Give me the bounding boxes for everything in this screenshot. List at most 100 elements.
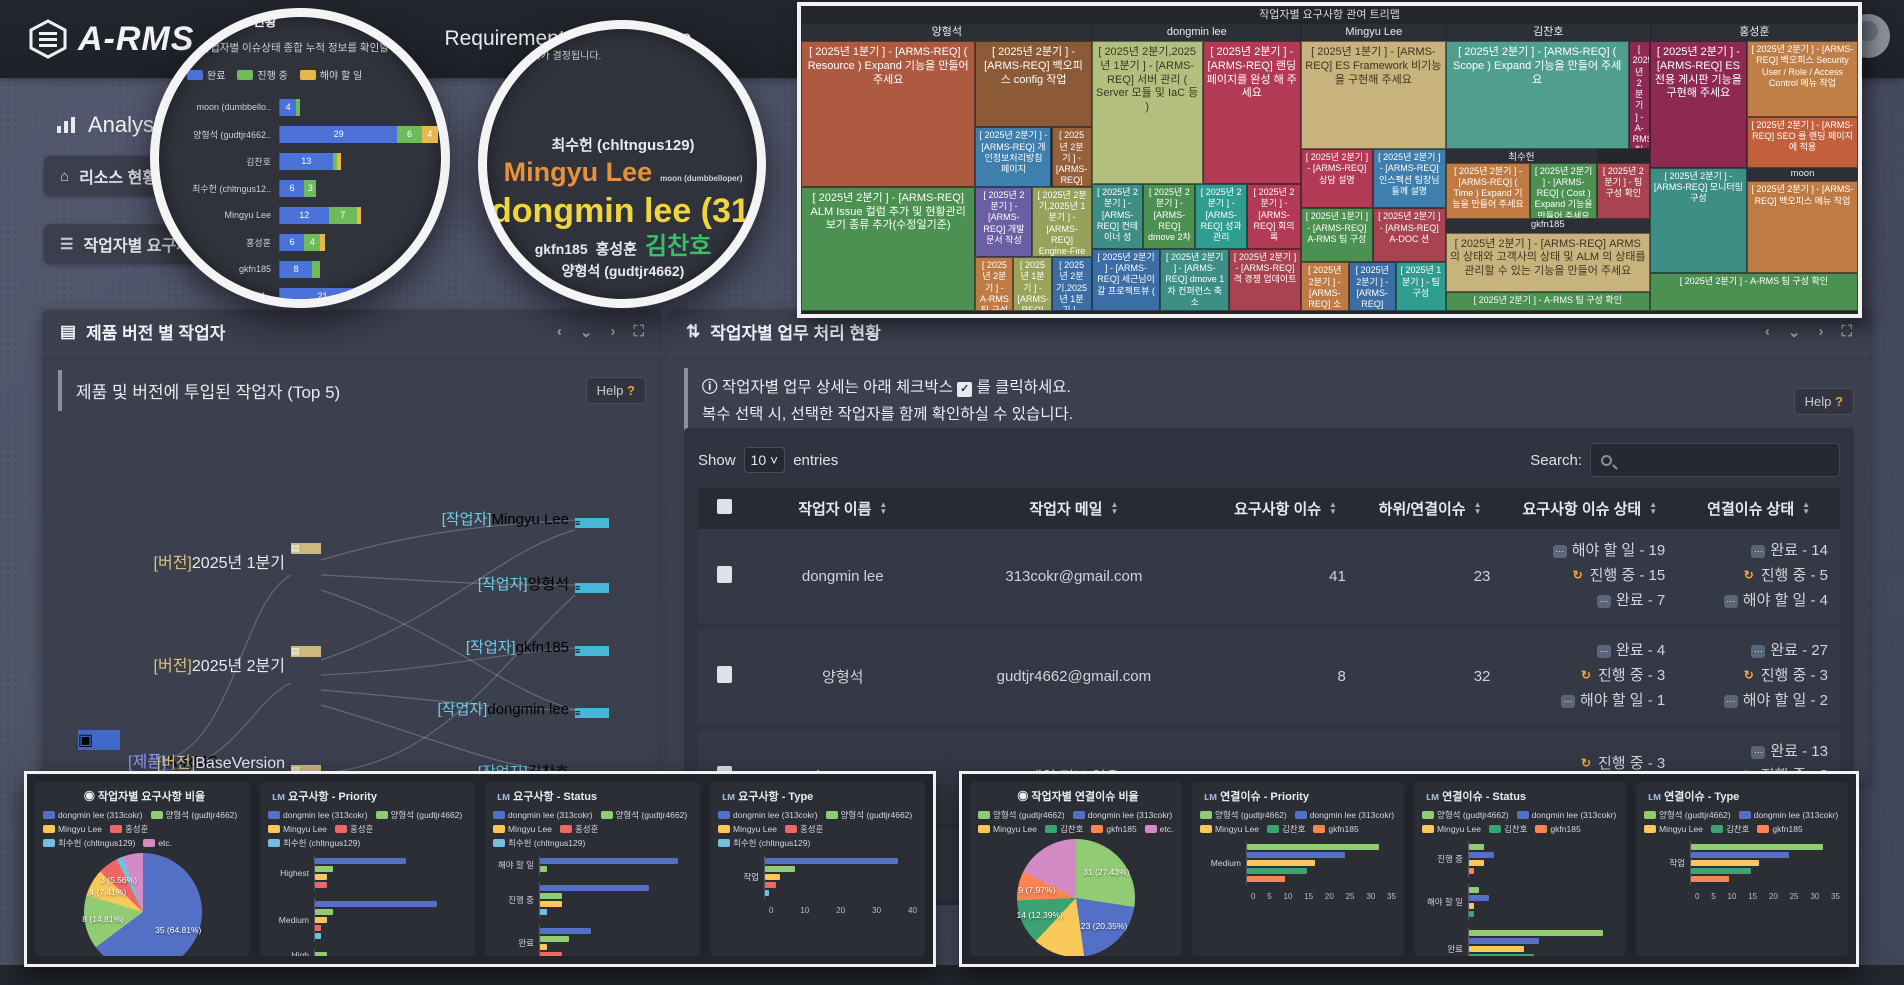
treemap-cell[interactable]: [ 2025년 2분기 ] - [ARMS-REQ] dmove 2차	[1143, 184, 1196, 249]
bar[interactable]	[1469, 887, 1479, 893]
bar[interactable]	[1691, 852, 1789, 858]
treemap-cell[interactable]: [ 2025년 2분기 ] - [ARMS-REQ] ( Time ) Expa…	[1445, 162, 1531, 220]
table-header-cell[interactable]: 요구사항 이슈 상태 ▲ ▼	[1502, 488, 1678, 529]
treemap-cell[interactable]: [ 2025년 2분기 ] - [ARMS-REQ] 소개서 업데	[1300, 262, 1349, 311]
bar[interactable]	[315, 909, 334, 915]
bar[interactable]	[1469, 868, 1474, 874]
bar-segment[interactable]: 3	[304, 179, 317, 197]
bar[interactable]	[540, 952, 562, 956]
treemap-cell[interactable]: [ 2025년 2분기 ] - [ARMS-REQ] ( Cost ) Expa…	[1530, 162, 1597, 220]
treemap-cell[interactable]: [ 2025년 2분기 ] - [ARMS-REQ] PPT 업데	[1348, 262, 1397, 311]
collapse-icon[interactable]: ⌄	[579, 323, 593, 341]
treemap-cell[interactable]: [ 2025년 2분기,2025년 1분기 ] - [ARMS-REQ] 데이	[1051, 257, 1092, 311]
fullscreen-icon[interactable]: ⛶	[1841, 322, 1852, 340]
wordcloud-word[interactable]: dongmin lee (313cokr)	[491, 191, 766, 230]
bar[interactable]	[315, 952, 328, 956]
fullscreen-icon[interactable]: ⛶	[633, 322, 644, 340]
version-node[interactable]: ▤	[291, 646, 321, 720]
treemap-cell[interactable]: [ 2025년 2분기 ] - [ARMS-REQ] ( Scope ) Exp…	[1445, 41, 1629, 149]
treemap-cell[interactable]: [ 2025년 2분기 ] - [ARMS-REQ] 격 경쟁 업데이트	[1229, 248, 1301, 311]
worker-name[interactable]: 양형석	[751, 626, 935, 727]
wordcloud-word[interactable]: 양형석 (gudtjr4662)	[561, 263, 685, 280]
wordcloud-word[interactable]: 김찬호	[645, 233, 712, 261]
bar[interactable]	[540, 866, 548, 872]
bar[interactable]	[1469, 930, 1604, 936]
bar-segment[interactable]: 7	[328, 206, 357, 224]
bar[interactable]	[765, 882, 777, 888]
bar[interactable]	[540, 893, 562, 899]
row-checkbox[interactable]	[717, 665, 733, 683]
bar[interactable]	[540, 928, 591, 934]
bar[interactable]	[540, 885, 649, 891]
bar-segment[interactable]: 29	[280, 125, 398, 143]
bar[interactable]	[1247, 844, 1379, 850]
wordcloud-word[interactable]: gkfn185	[534, 241, 588, 258]
row-checkbox[interactable]	[717, 565, 733, 583]
treemap-cell[interactable]: [ 2025년 2분기 ] - [ARMS-REQ] ALM Issue 컬럼 …	[801, 186, 976, 311]
version-node[interactable]: ▤	[291, 765, 321, 782]
wordcloud-word[interactable]: moon (dumbbelloper)	[660, 174, 743, 183]
treemap-cell[interactable]: [ 2025년 2분기 ] - [ARMS-REQ] 개인정보처리방침 페이지	[975, 127, 1052, 187]
bar[interactable]	[315, 866, 334, 872]
bar-segment[interactable]: 6	[280, 233, 305, 251]
treemap-cell[interactable]: [ 2025년 2분기 ] - A-RMS 팀 구 성	[1628, 41, 1650, 149]
bar[interactable]	[1691, 860, 1760, 866]
treemap-cell[interactable]: [ 2025년 2분기 ] - [ARMS-REQ] 백오피스 Security…	[1747, 41, 1858, 117]
bar[interactable]	[1691, 876, 1730, 882]
worker-node[interactable]: ≡	[575, 583, 609, 603]
bar[interactable]	[315, 874, 328, 880]
next-icon[interactable]: ›	[1818, 322, 1824, 340]
bar[interactable]	[540, 936, 569, 942]
bar[interactable]	[1247, 876, 1286, 882]
bar-segment[interactable]: 6	[280, 179, 305, 197]
bar[interactable]	[765, 866, 796, 872]
page-size-select[interactable]: 10 ˅	[743, 447, 786, 473]
treemap-cell[interactable]: [ 2025년 1분기 ] - [ARMS-REQ] ES Framework …	[1300, 41, 1446, 149]
table-header-cell[interactable]: 연결이슈 상태 ▲ ▼	[1677, 488, 1840, 529]
table-header-cell[interactable]: 작업자 메일 ▲ ▼	[934, 488, 1214, 529]
table-header-cell[interactable]: 하위/연결이슈 ▲ ▼	[1357, 488, 1503, 529]
bar[interactable]	[1469, 852, 1494, 858]
treemap-group-header[interactable]: Mingyu Lee	[1300, 24, 1446, 41]
bar[interactable]	[1469, 954, 1534, 956]
bar[interactable]	[1247, 860, 1316, 866]
collapse-icon[interactable]: ⌄	[1787, 323, 1801, 341]
bar[interactable]	[765, 890, 769, 896]
bar-segment[interactable]	[320, 233, 325, 251]
treemap-subgroup-header[interactable]: 최수헌	[1445, 149, 1597, 163]
bar-segment[interactable]: 21	[280, 287, 365, 299]
wordcloud-word[interactable]: 홍성훈	[595, 241, 638, 259]
app-logo[interactable]: A-RMS	[28, 19, 194, 59]
sort-icon[interactable]: ▲ ▼	[1649, 499, 1658, 516]
treemap-cell[interactable]: [ 2025년 1분기 ] - 팀 구성	[1396, 262, 1446, 311]
help-button[interactable]: Help ?	[1793, 387, 1854, 415]
treemap-cell[interactable]: [ 2025년 2분기 ] - [ARMS-REQ] 상담 설명	[1300, 149, 1373, 209]
bar-segment[interactable]	[296, 98, 301, 116]
bar[interactable]	[765, 874, 781, 880]
wordcloud-word[interactable]: Mingyu Lee	[503, 157, 653, 187]
treemap-cell[interactable]: [ 2025년 2분기 ] - A-RMS 팀 구성 확인	[975, 257, 1014, 311]
help-button[interactable]: Help ?	[585, 377, 646, 404]
bar[interactable]	[1469, 903, 1474, 909]
treemap-cell[interactable]: [ 2025년 2분기 ] - [ARMS-REQ] dmove 1차 컨퍼런스…	[1160, 248, 1230, 311]
bar[interactable]	[1691, 844, 1823, 850]
treemap-cell[interactable]: [ 2025년 2분기 ] - 팀 구성 확인	[1596, 162, 1650, 220]
bar-segment[interactable]: 4	[304, 233, 321, 251]
treemap-cell[interactable]: [ 2025년 2분기 ] - [ARMS-REQ] 모니터링 구성	[1649, 167, 1747, 274]
treemap-group-header[interactable]: 양형석	[801, 24, 1092, 41]
table-header-cell[interactable]: 작업자 이름 ▲ ▼	[751, 488, 935, 529]
bar[interactable]	[1247, 868, 1307, 874]
worker-node[interactable]: ≡	[575, 518, 609, 538]
treemap-cell[interactable]: [ 2025년 2분기 ] - A-RMS 팀 구성 확인	[1649, 273, 1858, 311]
sort-icon[interactable]: ▲ ▼	[1802, 499, 1811, 516]
bar-segment[interactable]: 12	[280, 206, 329, 224]
treemap-subgroup-header[interactable]: gkfn185	[1445, 219, 1650, 233]
bar[interactable]	[1469, 844, 1484, 850]
bar[interactable]	[315, 933, 322, 939]
bar-segment[interactable]	[356, 206, 361, 224]
prev-icon[interactable]: ‹	[556, 322, 562, 340]
bar[interactable]	[1469, 895, 1489, 901]
sort-icon[interactable]: ▲ ▼	[1473, 499, 1482, 516]
bar[interactable]	[540, 909, 548, 915]
treemap-cell[interactable]: [ 2025년 2분기 ] - [ARMS-REQ] 회의록	[1247, 184, 1301, 249]
